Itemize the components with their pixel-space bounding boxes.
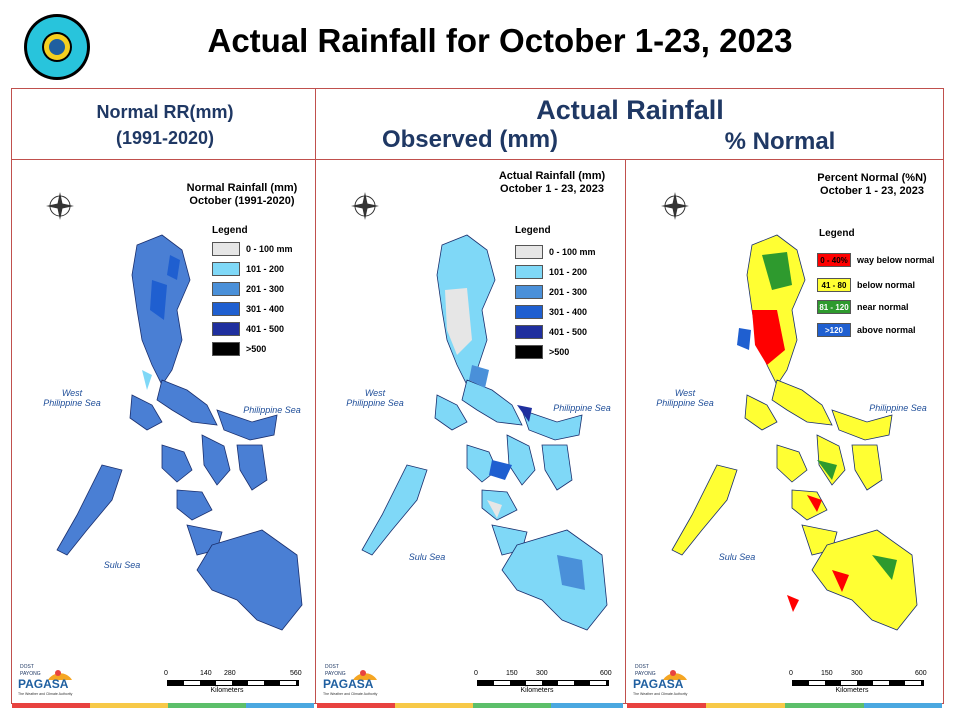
normal-panel-title: Normal Rainfall (mm) October (1991-2020) — [186, 182, 298, 207]
bottom-bar-segment — [551, 703, 623, 708]
map-scale-bar: 0 140 280 560 Kilometers — [164, 670, 302, 694]
normal-legend-item: 101 - 200 — [212, 262, 284, 276]
normal-legend-title: Legend — [212, 225, 248, 236]
percent-legend-item: 41 - 80 below normal — [817, 278, 915, 292]
svg-text:DOST: DOST — [20, 664, 34, 670]
observed-rainfall-map — [361, 234, 608, 631]
observed-legend-item: 401 - 500 — [515, 325, 587, 339]
normal-rainfall-map — [56, 234, 303, 631]
svg-text:PAGASA: PAGASA — [18, 677, 69, 691]
pagasa-agency-logo: DOST PAYONG PAGASA The Weather and Clima… — [18, 664, 73, 696]
map-scale-bar: 0 150 300 600 Kilometers — [789, 670, 927, 694]
pagasa-agency-logo: DOST PAYONG PAGASA The Weather and Clima… — [323, 664, 378, 696]
observed-header: Observed (mm) — [381, 126, 559, 153]
sea-label-sulu: Sulu Sea — [408, 552, 446, 562]
panel-divider-1 — [315, 159, 316, 704]
actual-header: Actual Rainfall — [536, 95, 724, 125]
compass-rose-icon — [46, 192, 74, 220]
bottom-bar-segment — [90, 703, 168, 708]
normal-legend-item: 401 - 500 — [212, 322, 284, 336]
observed-legend-item: >500 — [515, 345, 569, 359]
bottom-bar-segment — [246, 703, 314, 708]
observed-legend-title: Legend — [515, 225, 551, 236]
normal-header-line1: Normal RR(mm) — [96, 102, 234, 122]
observed-legend-item: 301 - 400 — [515, 305, 587, 319]
sea-label-west: West Philippine Sea — [656, 388, 714, 408]
bottom-bar-segment — [785, 703, 864, 708]
svg-text:The Weather and Climate Author: The Weather and Climate Authority — [18, 692, 73, 696]
panel-divider-2 — [625, 159, 626, 704]
svg-text:PAYONG: PAYONG — [635, 671, 656, 677]
percent-normal-panel: Percent Normal (%N) October 1 - 23, 2023… — [627, 160, 943, 702]
svg-text:PAGASA: PAGASA — [633, 677, 684, 691]
compass-rose-icon — [351, 192, 379, 220]
normal-legend-item: 0 - 100 mm — [212, 242, 293, 256]
normal-rainfall-panel: Normal Rainfall (mm) October (1991-2020)… — [12, 160, 314, 702]
svg-text:DOST: DOST — [635, 664, 649, 670]
sea-label-sulu: Sulu Sea — [718, 552, 756, 562]
svg-text:PAYONG: PAYONG — [325, 671, 346, 677]
normal-legend-item: 301 - 400 — [212, 302, 284, 316]
header-frame-normal — [11, 88, 316, 160]
percent-panel-title: Percent Normal (%N) October 1 - 23, 2023 — [817, 172, 927, 197]
observed-rainfall-panel: Actual Rainfall (mm) October 1 - 23, 202… — [317, 160, 623, 702]
svg-text:The Weather and Climate Author: The Weather and Climate Authority — [633, 692, 688, 696]
normal-header-line2: (1991-2020) — [115, 128, 215, 148]
svg-text:PAYONG: PAYONG — [20, 671, 41, 677]
sea-label-west: West Philippine Sea — [346, 388, 404, 408]
sea-label-east: Philippine Sea — [553, 403, 611, 413]
bottom-bar-segment — [317, 703, 395, 708]
sea-label-west: West Philippine Sea — [43, 388, 101, 408]
compass-rose-icon — [661, 192, 689, 220]
sea-label-east: Philippine Sea — [869, 403, 927, 413]
normal-legend-item: >500 — [212, 342, 266, 356]
bottom-bar-segment — [706, 703, 785, 708]
percent-legend-title: Legend — [819, 228, 855, 239]
bottom-bar-segment — [473, 703, 551, 708]
observed-legend-item: 101 - 200 — [515, 265, 587, 279]
bottom-bar-segment — [395, 703, 473, 708]
slide-title: Actual Rainfall for October 1-23, 2023 — [207, 22, 793, 59]
bottom-bar-segment — [168, 703, 246, 708]
bottom-bar-segment — [627, 703, 706, 708]
percent-legend-item: >120 above normal — [817, 323, 916, 337]
observed-panel-title: Actual Rainfall (mm) October 1 - 23, 202… — [498, 170, 606, 195]
sea-label-sulu: Sulu Sea — [103, 560, 141, 570]
bottom-bar-segment — [12, 703, 90, 708]
pagasa-agency-logo: DOST PAYONG PAGASA The Weather and Clima… — [633, 664, 688, 696]
svg-text:The Weather and Climate Author: The Weather and Climate Authority — [323, 692, 378, 696]
bottom-bar-segment — [864, 703, 942, 708]
observed-legend-item: 0 - 100 mm — [515, 245, 596, 259]
pagasa-logo — [22, 12, 92, 82]
percent-legend-item: 81 - 120 near normal — [817, 300, 909, 314]
observed-legend-item: 201 - 300 — [515, 285, 587, 299]
map-scale-bar: 0 150 300 600 Kilometers — [474, 670, 612, 694]
percent-normal-map — [671, 234, 918, 631]
svg-text:DOST: DOST — [325, 664, 339, 670]
percent-legend-item: 0 - 40% way below normal — [817, 253, 935, 267]
normal-legend-item: 201 - 300 — [212, 282, 284, 296]
percent-header: % Normal — [724, 128, 836, 155]
svg-text:PAGASA: PAGASA — [323, 677, 374, 691]
sea-label-east: Philippine Sea — [243, 405, 301, 415]
